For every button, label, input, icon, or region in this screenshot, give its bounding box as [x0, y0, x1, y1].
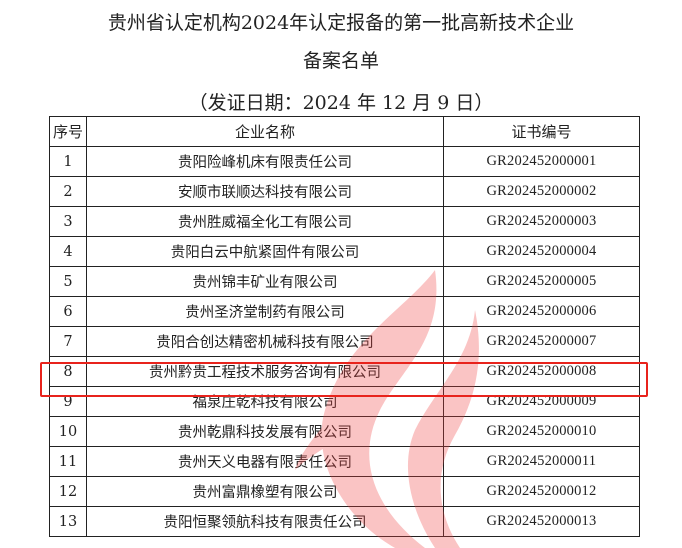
company-name: 贵州黔贵工程技术服务咨询有限公司 — [86, 356, 444, 387]
certificate-number: GR202452000009 — [443, 386, 640, 417]
row-number: 5 — [49, 266, 87, 297]
certificate-number: GR202452000007 — [443, 326, 640, 357]
certificate-number: GR202452000006 — [443, 296, 640, 327]
enterprise-table: 序号 企业名称 证书编号 1 贵阳险峰机床有限责任公司 GR202452000001… — [49, 116, 640, 537]
table-row: 3 贵州胜威福全化工有限公司 GR202452000003 — [49, 206, 640, 237]
table-row: 9 福泉庄乾科技有限公司 GR202452000009 — [49, 386, 640, 417]
company-name: 贵州天义电器有限责任公司 — [86, 446, 444, 477]
row-number: 10 — [49, 416, 87, 447]
row-number: 11 — [49, 446, 87, 477]
table-row: 10 贵州乾鼎科技发展有限公司 GR202452000010 — [49, 416, 640, 447]
company-name: 福泉庄乾科技有限公司 — [86, 386, 444, 417]
row-number: 4 — [49, 236, 87, 267]
table-row: 6 贵州圣济堂制药有限公司 GR202452000006 — [49, 296, 640, 327]
document-title: 贵州省认定机构2024年认定报备的第一批高新技术企业 — [107, 12, 575, 34]
certificate-number: GR202452000012 — [443, 476, 640, 507]
certificate-number: GR202452000002 — [443, 176, 640, 207]
header-cert: 证书编号 — [443, 116, 640, 147]
table-row: 1 贵阳险峰机床有限责任公司 GR202452000001 — [49, 146, 640, 177]
certificate-number: GR202452000010 — [443, 416, 640, 447]
table-row: 2 安顺市联顺达科技有限公司 GR202452000002 — [49, 176, 640, 207]
company-name: 贵阳合创达精密机械科技有限公司 — [86, 326, 444, 357]
company-name: 贵州锦丰矿业有限公司 — [86, 266, 444, 297]
certificate-number: GR202452000004 — [443, 236, 640, 267]
header-name: 企业名称 — [86, 116, 444, 147]
table-row: 4 贵阳白云中航紧固件有限公司 GR202452000004 — [49, 236, 640, 267]
table-row: 5 贵州锦丰矿业有限公司 GR202452000005 — [49, 266, 640, 297]
row-number: 6 — [49, 296, 87, 327]
table-row: 8 贵州黔贵工程技术服务咨询有限公司 GR202452000008 — [49, 356, 640, 387]
company-name: 贵州圣济堂制药有限公司 — [86, 296, 444, 327]
table-row: 13 贵阳恒聚领航科技有限责任公司 GR202452000013 — [49, 506, 640, 537]
certificate-number: GR202452000013 — [443, 506, 640, 537]
company-name: 贵阳险峰机床有限责任公司 — [86, 146, 444, 177]
company-name: 贵州富鼎橡塑有限公司 — [86, 476, 444, 507]
company-name: 贵阳白云中航紧固件有限公司 — [86, 236, 444, 267]
row-number: 2 — [49, 176, 87, 207]
company-name: 贵阳恒聚领航科技有限责任公司 — [86, 506, 444, 537]
table-row: 7 贵阳合创达精密机械科技有限公司 GR202452000007 — [49, 326, 640, 357]
table-header-row: 序号 企业名称 证书编号 — [49, 116, 640, 147]
company-name: 贵州乾鼎科技发展有限公司 — [86, 416, 444, 447]
certificate-number: GR202452000008 — [443, 356, 640, 387]
document-subtitle: 备案名单 — [302, 50, 379, 72]
certificate-number: GR202452000011 — [443, 446, 640, 477]
company-name: 安顺市联顺达科技有限公司 — [86, 176, 444, 207]
row-number: 7 — [49, 326, 87, 357]
row-number: 12 — [49, 476, 87, 507]
row-number: 13 — [49, 506, 87, 537]
row-number: 3 — [49, 206, 87, 237]
certificate-number: GR202452000003 — [443, 206, 640, 237]
table-row: 11 贵州天义电器有限责任公司 GR202452000011 — [49, 446, 640, 477]
certificate-number: GR202452000001 — [443, 146, 640, 177]
certificate-number: GR202452000005 — [443, 266, 640, 297]
company-name: 贵州胜威福全化工有限公司 — [86, 206, 444, 237]
row-number: 9 — [49, 386, 87, 417]
row-number: 1 — [49, 146, 87, 177]
table-row: 12 贵州富鼎橡塑有限公司 GR202452000012 — [49, 476, 640, 507]
row-number: 8 — [49, 356, 87, 387]
issue-date: （发证日期：2024 年 12 月 9 日） — [188, 92, 494, 114]
header-no: 序号 — [49, 116, 87, 147]
